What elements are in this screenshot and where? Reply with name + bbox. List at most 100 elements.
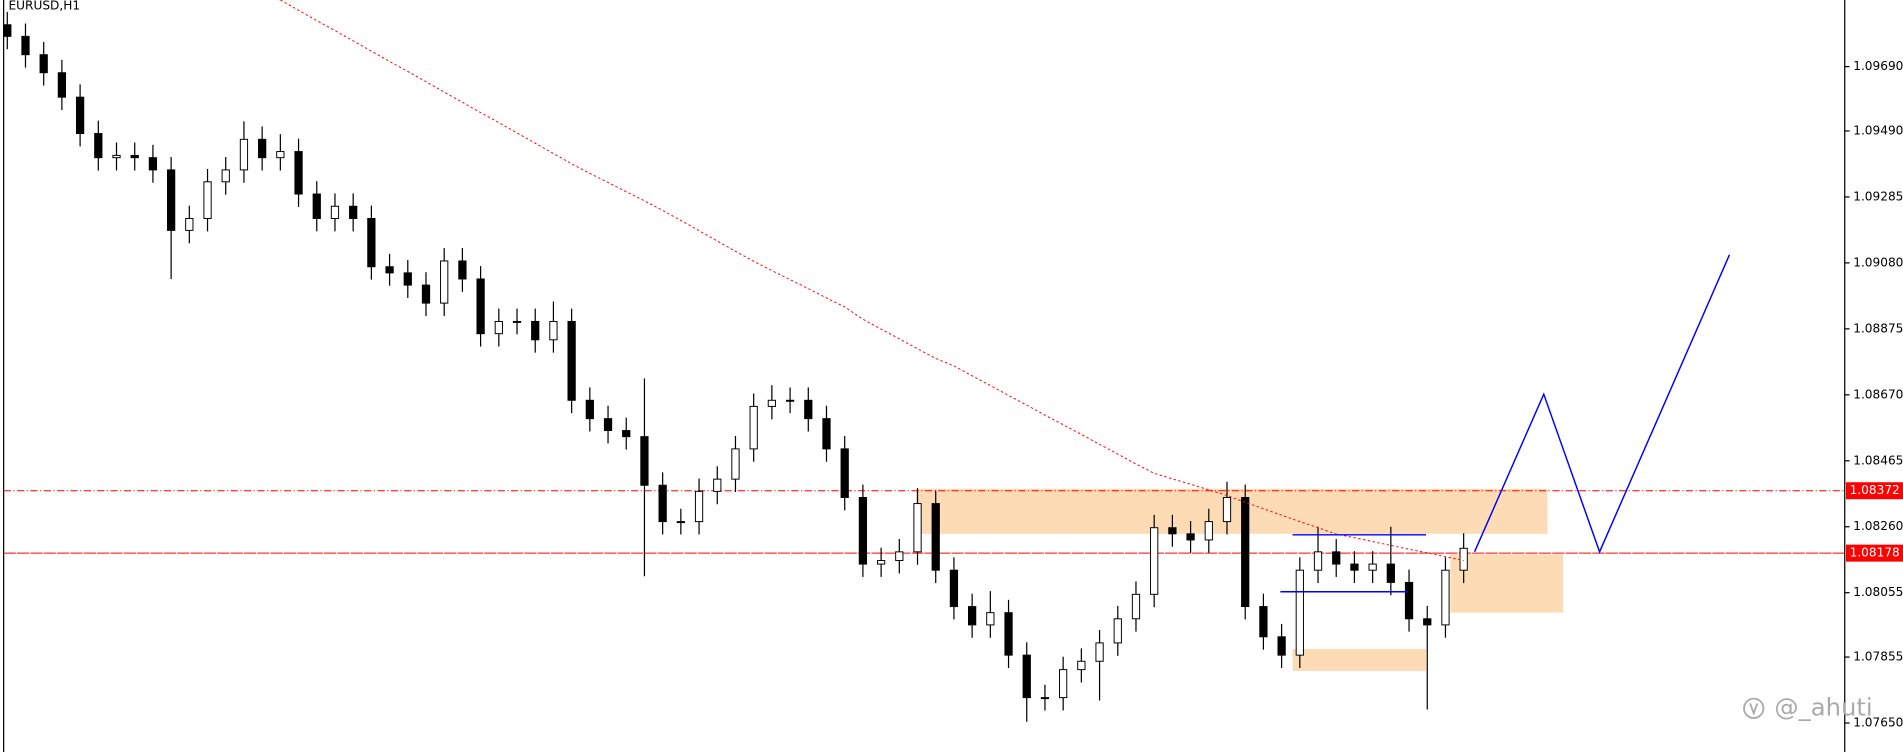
y-tick-label: 1.08055 (1853, 585, 1903, 599)
candle-body (567, 320, 576, 401)
candle-body (968, 606, 977, 626)
candle-body (1077, 660, 1086, 671)
candle-body (57, 72, 67, 98)
candle-body (1004, 612, 1013, 656)
candle-body (276, 151, 285, 159)
candle-body (3, 24, 12, 37)
y-tick-label: 1.09690 (1853, 59, 1903, 73)
candle-body (403, 272, 412, 286)
candle-body (1168, 527, 1177, 535)
candle-body (1459, 547, 1468, 571)
candle-body (21, 35, 30, 56)
candle-body (1186, 533, 1195, 541)
candle-body (694, 490, 704, 523)
candle-body (385, 266, 394, 274)
y-tick-label: 1.09080 (1853, 255, 1903, 269)
candle-body (185, 218, 194, 231)
candle-body (931, 503, 940, 571)
level-label: 1.08372 (1850, 483, 1900, 497)
candle-body (658, 484, 667, 523)
candle-body (1423, 618, 1432, 626)
candle-body (1350, 563, 1359, 571)
candle-body (494, 320, 503, 335)
candle-body (1040, 697, 1050, 700)
candle-body (440, 260, 449, 304)
zone (1292, 649, 1427, 671)
candle-body (913, 503, 922, 553)
zone (916, 488, 1548, 534)
candle-body (221, 169, 230, 183)
candle-body (330, 205, 340, 219)
y-tick-label: 1.07855 (1853, 650, 1903, 664)
chart-title: EURUSD,H1 (8, 0, 80, 13)
y-tick-label: 1.08260 (1853, 519, 1903, 533)
candle-body (166, 169, 176, 231)
watermark-text: @_ahuti (1774, 692, 1872, 721)
candle-body (1441, 569, 1450, 626)
watermark (1743, 697, 1765, 719)
candle-body (1277, 636, 1286, 656)
candle-body (94, 133, 103, 159)
candle-body (239, 138, 249, 171)
candle-body (585, 399, 594, 420)
candle-body (148, 157, 158, 171)
candle-body (258, 138, 267, 159)
candle-body (1404, 581, 1414, 620)
candle-body (622, 430, 631, 438)
watermark-icon-mark (1749, 703, 1759, 716)
candle-body (1022, 654, 1031, 699)
candle-body (676, 521, 685, 524)
candle-body (1059, 669, 1068, 699)
candle-body (1295, 569, 1304, 656)
projection (1473, 254, 1731, 554)
y-tick-label: 1.08465 (1853, 453, 1903, 467)
level-label-box (1845, 544, 1903, 562)
candle-body (876, 560, 886, 565)
level-label-box (1845, 482, 1903, 500)
y-tick-label: 1.07650 (1853, 716, 1903, 730)
candle-body (112, 154, 121, 159)
candle-body (804, 399, 813, 420)
candle-body (1368, 563, 1377, 571)
candle-body (1150, 527, 1159, 595)
candle-body (130, 154, 139, 159)
candle-body (1095, 642, 1104, 662)
candle-body (1332, 551, 1341, 565)
candle-body (1386, 563, 1395, 583)
candle-body (312, 193, 321, 219)
watermark-icon (1743, 697, 1765, 719)
candle-body (949, 569, 959, 608)
candle-body (895, 551, 904, 562)
candle-body (512, 320, 522, 323)
candle-body (476, 278, 485, 335)
level-label: 1.08178 (1850, 546, 1900, 560)
candle-body (1259, 606, 1268, 638)
candle-body (549, 320, 558, 341)
candle-body (349, 205, 358, 219)
candle-body (39, 54, 48, 74)
y-tick-label: 1.09490 (1853, 123, 1903, 137)
candle-body (840, 448, 849, 498)
y-tick-label: 1.08875 (1853, 321, 1903, 335)
candle-body (421, 284, 431, 304)
candle-body (75, 96, 85, 135)
candle-body (767, 399, 777, 407)
zone (1450, 554, 1564, 613)
candle-body (713, 478, 722, 492)
moving-average (280, 0, 1464, 562)
candle-body (294, 151, 303, 195)
candle-body (1313, 551, 1323, 571)
candle-body (1241, 496, 1250, 608)
y-tick-label: 1.08670 (1853, 387, 1903, 401)
candle-body (986, 612, 995, 626)
candle-body (603, 418, 613, 432)
candle-body (858, 496, 868, 565)
candle-body (1131, 593, 1141, 620)
candle-body (458, 260, 467, 280)
candle-body (203, 181, 212, 219)
candle-body (1204, 521, 1213, 541)
candle-body (731, 448, 740, 480)
